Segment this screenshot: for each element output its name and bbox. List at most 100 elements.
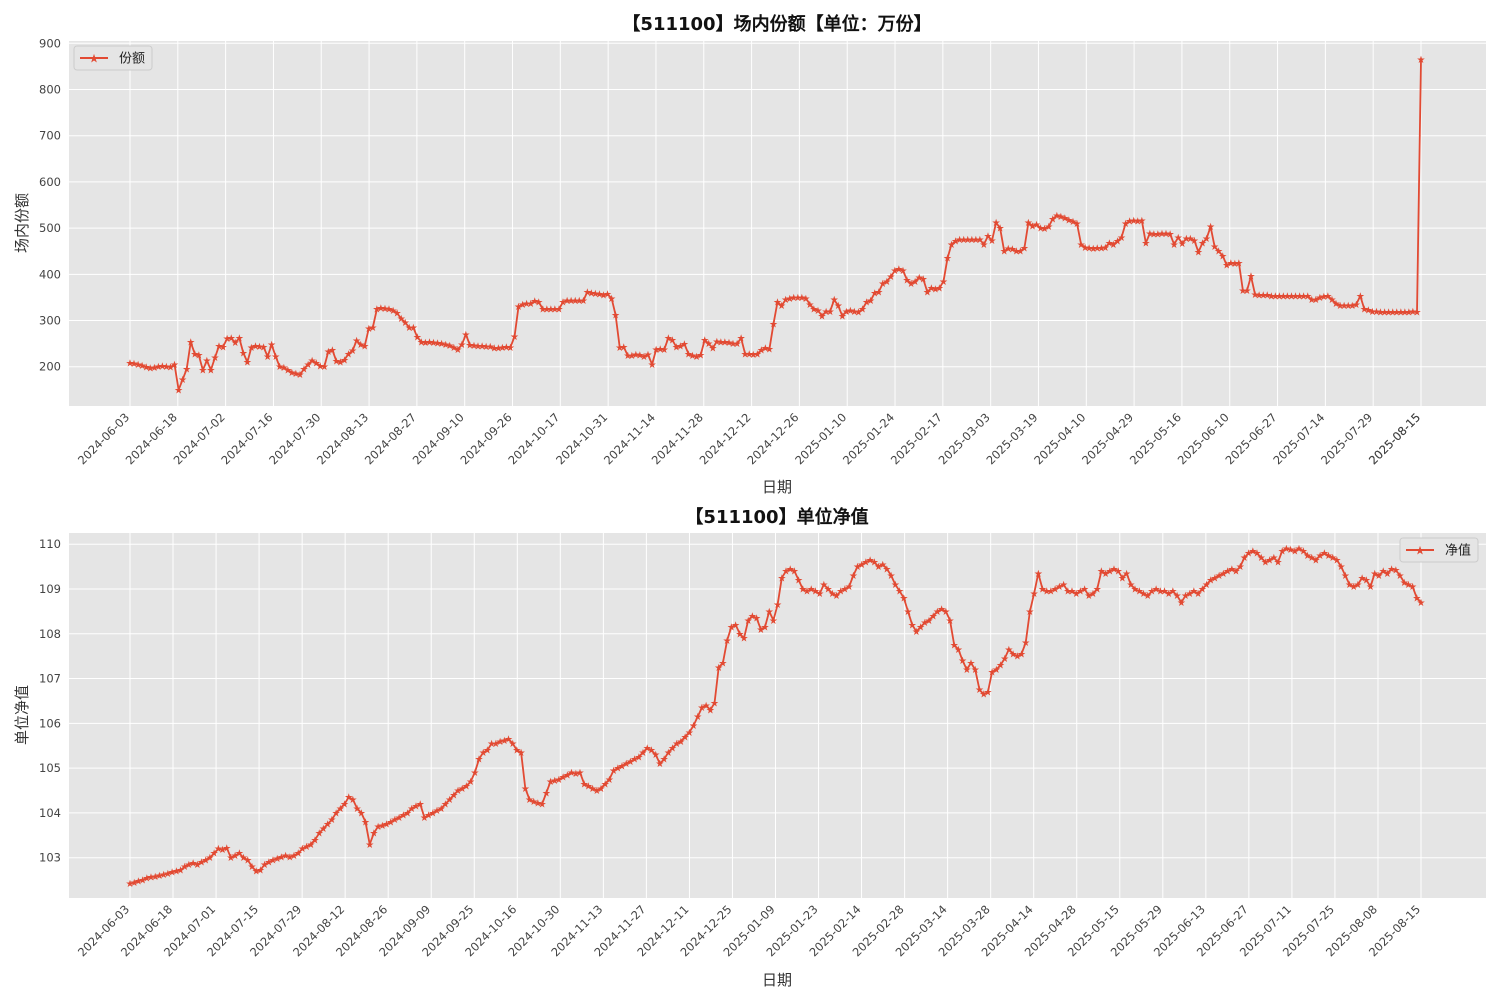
shares-data-point: ★ (316, 361, 325, 372)
nav-data-point: ★ (748, 611, 757, 622)
shares-data-point: ★ (465, 341, 474, 352)
shares-data-point: ★ (409, 323, 418, 334)
nav-data-point: ★ (311, 835, 320, 846)
shares-data-point: ★ (300, 365, 309, 376)
nav-data-point: ★ (866, 555, 875, 566)
nav-data-point: ★ (1093, 585, 1102, 596)
nav-data-point: ★ (1248, 546, 1257, 557)
nav-data-point: ★ (1236, 562, 1245, 573)
shares-legend: ★ 份额 (73, 45, 153, 71)
nav-data-point: ★ (231, 851, 240, 862)
nav-data-point: ★ (210, 849, 219, 860)
nav-data-point: ★ (277, 852, 286, 863)
nav-data-point: ★ (996, 661, 1005, 672)
nav-data-point: ★ (1156, 587, 1165, 598)
shares-data-point: ★ (1077, 240, 1086, 251)
shares-data-point: ★ (1247, 272, 1256, 283)
shares-data-point: ★ (781, 295, 790, 306)
nav-y-tick-label: 106 (39, 716, 61, 730)
shares-data-point: ★ (190, 349, 199, 360)
shares-data-point: ★ (490, 344, 499, 355)
shares-data-point: ★ (656, 345, 665, 356)
shares-data-point: ★ (1319, 292, 1328, 303)
nav-data-point: ★ (681, 732, 690, 743)
nav-data-point: ★ (794, 576, 803, 587)
nav-series: ★★★★★★★★★★★★★★★★★★★★★★★★★★★★★★★★★★★★★★★★… (126, 544, 1426, 890)
nav-data-point: ★ (1143, 591, 1152, 602)
shares-data-point: ★ (538, 305, 547, 316)
nav-data-point: ★ (861, 558, 870, 569)
shares-data-point: ★ (979, 240, 988, 251)
shares-data-point: ★ (1028, 221, 1037, 232)
nav-data-point: ★ (1173, 591, 1182, 602)
nav-data-point: ★ (1147, 587, 1156, 598)
shares-data-point: ★ (166, 363, 175, 374)
nav-data-point: ★ (1253, 549, 1262, 560)
nav-data-point: ★ (420, 813, 429, 824)
shares-data-point: ★ (943, 254, 952, 265)
shares-data-point: ★ (1117, 233, 1126, 244)
nav-data-point: ★ (159, 870, 168, 881)
nav-y-tick-label: 109 (39, 582, 61, 596)
shares-data-point: ★ (1315, 293, 1324, 304)
nav-data-point: ★ (1118, 573, 1127, 584)
shares-data-point: ★ (332, 357, 341, 368)
shares-data-point: ★ (1307, 295, 1316, 306)
shares-data-point: ★ (1174, 233, 1183, 244)
shares-data-point: ★ (1069, 217, 1078, 228)
shares-data-point: ★ (1064, 215, 1073, 226)
shares-data-point: ★ (1271, 292, 1280, 303)
nav-data-point: ★ (605, 775, 614, 786)
nav-data-point: ★ (651, 750, 660, 761)
shares-data-point: ★ (753, 349, 762, 360)
shares-data-point: ★ (1230, 259, 1239, 270)
shares-data-point: ★ (963, 235, 972, 246)
shares-data-point: ★ (219, 342, 228, 353)
nav-data-point: ★ (710, 699, 719, 710)
nav-data-point: ★ (815, 589, 824, 600)
shares-data-point: ★ (1004, 244, 1013, 255)
nav-data-point: ★ (891, 580, 900, 591)
nav-data-point: ★ (1164, 589, 1173, 600)
shares-data-point: ★ (231, 338, 240, 349)
shares-data-point: ★ (461, 330, 470, 341)
shares-data-point: ★ (660, 345, 669, 356)
shares-data-point: ★ (826, 307, 835, 318)
nav-data-point: ★ (689, 721, 698, 732)
nav-data-point: ★ (1160, 587, 1169, 598)
shares-data-point: ★ (846, 306, 855, 317)
shares-y-tick-label: 300 (39, 314, 61, 328)
shares-data-point: ★ (761, 344, 770, 355)
nav-data-point: ★ (971, 665, 980, 676)
shares-data-point: ★ (146, 364, 155, 375)
nav-data-point: ★ (958, 656, 967, 667)
shares-data-point: ★ (486, 342, 495, 353)
shares-data-point: ★ (1222, 261, 1231, 272)
shares-data-point: ★ (599, 291, 608, 302)
nav-data-point: ★ (302, 842, 311, 853)
shares-data-point: ★ (1202, 234, 1211, 245)
nav-data-point: ★ (529, 797, 538, 808)
nav-data-point: ★ (1303, 551, 1312, 562)
shares-data-point: ★ (591, 289, 600, 300)
shares-data-point: ★ (729, 339, 738, 350)
shares-data-point: ★ (882, 277, 891, 288)
shares-data-point: ★ (381, 304, 390, 315)
nav-x-ticks: 2024-06-032024-06-182024-07-012024-07-15… (75, 902, 1423, 959)
shares-data-point: ★ (1283, 292, 1292, 303)
shares-data-point: ★ (951, 237, 960, 248)
shares-data-point: ★ (356, 340, 365, 351)
shares-data-point: ★ (1275, 292, 1284, 303)
shares-data-point: ★ (215, 341, 224, 352)
nav-data-point: ★ (142, 873, 151, 884)
shares-data-point: ★ (283, 366, 292, 377)
nav-data-point: ★ (693, 712, 702, 723)
nav-data-point: ★ (811, 587, 820, 598)
shares-data-point: ★ (352, 336, 361, 347)
nav-data-point: ★ (609, 766, 618, 777)
nav-data-point: ★ (1185, 589, 1194, 600)
shares-data-point: ★ (263, 352, 272, 363)
shares-data-point: ★ (1279, 292, 1288, 303)
shares-data-point: ★ (522, 299, 531, 310)
nav-data-point: ★ (462, 782, 471, 793)
